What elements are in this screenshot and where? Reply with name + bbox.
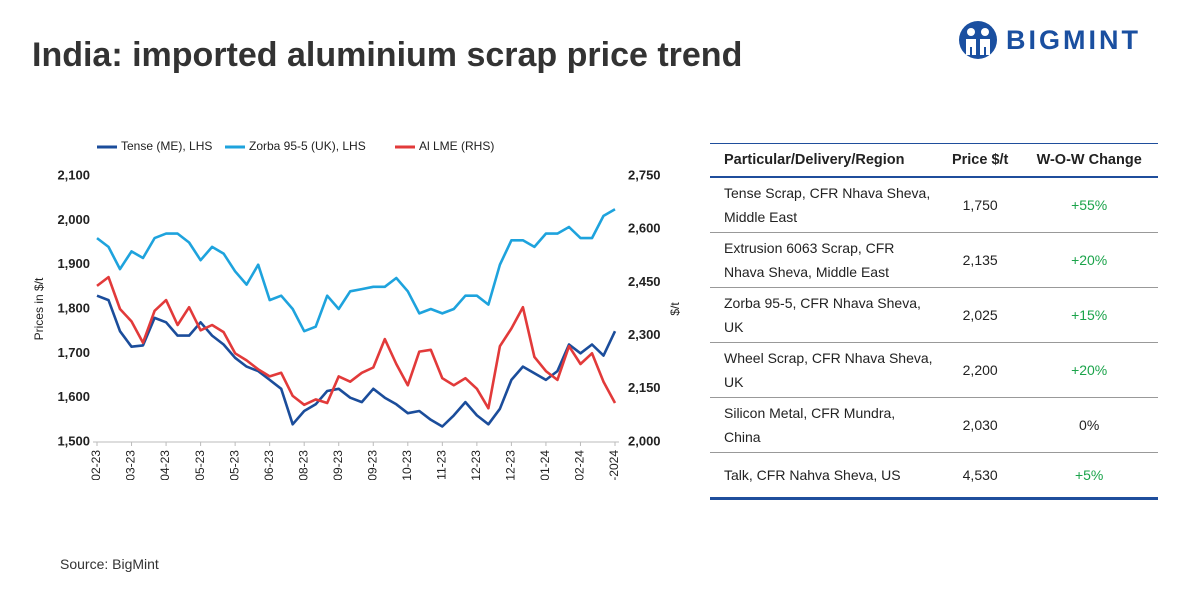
x-tick-label: 21-03-23: [124, 450, 138, 480]
y2-tick-label: 2,450: [628, 274, 661, 289]
x-tick-label: 06-02-24: [573, 450, 587, 480]
y2-tick-label: 2,000: [628, 433, 661, 448]
x-tick-label: 11-04-23: [158, 450, 172, 480]
y-tick-label: 1,900: [57, 256, 90, 271]
price-cell: 2,030: [940, 397, 1021, 453]
chart: 1,500 1,600 1,700 1,800 1,900 2,000 2,100 2,000…: [32, 139, 682, 480]
legend-label: Al LME (RHS): [419, 139, 494, 153]
table-row: Extrusion 6063 Scrap, CFR Nhava Sheva, M…: [710, 232, 1158, 288]
price-cell: 1,750: [940, 177, 1021, 233]
item-cell: Tense Scrap, CFR Nhava Sheva, Middle Eas…: [710, 177, 940, 233]
column-header: Price $/t: [940, 143, 1021, 178]
series-line: [96, 275, 617, 410]
item-cell: Talk, CFR Nahva Sheva, US: [724, 467, 901, 483]
y-tick-label: 1,800: [57, 300, 90, 315]
y2-tick-label: 2,600: [628, 221, 661, 236]
x-tick-label: 05-09-23: [331, 450, 345, 480]
y2-tick-label: 2,150: [628, 380, 661, 395]
y2-tick-label: 2,750: [628, 167, 661, 182]
item-cell: Wheel Scrap, CFR Nhava Sheva, UK: [710, 342, 940, 398]
item-cell: Zorba 95-5, CFR Nhava Sheva, UK: [710, 287, 940, 343]
table-row: Silicon Metal, CFR Mundra, China 2,030 0%: [710, 397, 1158, 453]
x-tick-label: 02-05-23: [193, 450, 207, 480]
change-cell: +55%: [1020, 177, 1158, 233]
price-cell: 2,135: [940, 232, 1021, 288]
item-cell: Silicon Metal, CFR Mundra, China: [710, 397, 940, 453]
change-cell: +20%: [1020, 232, 1158, 288]
x-tick-label: 23-05-23: [227, 450, 241, 480]
x-tick-label: 26-09-23: [365, 450, 379, 480]
price-cell: 2,200: [940, 342, 1021, 398]
y2-axis-label: $/t: [668, 302, 682, 316]
column-header: Particular/Delivery/Region: [710, 143, 940, 178]
source: Source: BigMint: [60, 556, 159, 572]
table-row: Tense Scrap, CFR Nhava Sheva, Middle Eas…: [710, 177, 1158, 233]
x-tick-label: 13-06-23: [262, 450, 276, 480]
change-cell: +15%: [1020, 287, 1158, 343]
item-cell: Extrusion 6063 Scrap, CFR Nhava Sheva, M…: [710, 232, 940, 288]
x-tick-label: 21-02-23: [89, 450, 103, 480]
x-tick-label: 05-12-23: [469, 450, 483, 480]
legend-label: Tense (ME), LHS: [121, 139, 212, 153]
x-tick-label: 04-08-23: [296, 450, 310, 480]
series-line: [96, 294, 617, 428]
series-line: [96, 208, 616, 333]
price-cell: 2,025: [940, 287, 1021, 343]
table-row: Wheel Scrap, CFR Nhava Sheva, UK 2,200 +20…: [710, 342, 1158, 398]
price-cell: 4,530: [962, 467, 998, 483]
change-cell: +20%: [1020, 342, 1158, 398]
price-table: Particular/Delivery/Region Price $/t W-O-W…: [710, 143, 1158, 500]
change-cell: 0%: [1020, 397, 1158, 453]
y-tick-label: 2,000: [57, 212, 90, 227]
column-header: W-O-W Change: [1020, 143, 1158, 178]
x-tick-label: 14-11-23: [435, 450, 449, 480]
legend-label: Zorba 95-5 (UK), LHS: [249, 139, 366, 153]
x-tick-label: 16-01-24: [538, 450, 552, 480]
x-tick-label: 27-02-2024: [607, 450, 621, 480]
page-title: India: imported aluminium scrap price tr…: [32, 36, 743, 74]
logo-icon: [959, 21, 997, 59]
y-tick-label: 1,700: [57, 345, 90, 360]
change-cell: +5%: [1074, 467, 1104, 483]
y-tick-label: 1,500: [57, 433, 90, 448]
table-row: Talk, CFR Nahva Sheva, US 4,530 +5%: [710, 453, 1158, 499]
x-tick-label: 27-12-23: [504, 450, 518, 480]
table-row: Zorba 95-5, CFR Nhava Sheva, UK 2,025 +15%: [710, 287, 1158, 343]
y-tick-label: 1,600: [57, 389, 90, 404]
logo: BIGMINT: [958, 20, 1141, 60]
y-tick-label: 2,100: [57, 167, 90, 182]
table-header: Particular/Delivery/Region Price $/t W-O-W…: [710, 143, 1158, 178]
y-axis-label: Prices in $/t: [32, 277, 46, 340]
y2-tick-label: 2,300: [628, 327, 661, 342]
x-tick-label: 17-10-23: [400, 450, 414, 480]
logo-text: BIGMINT: [1006, 24, 1141, 55]
